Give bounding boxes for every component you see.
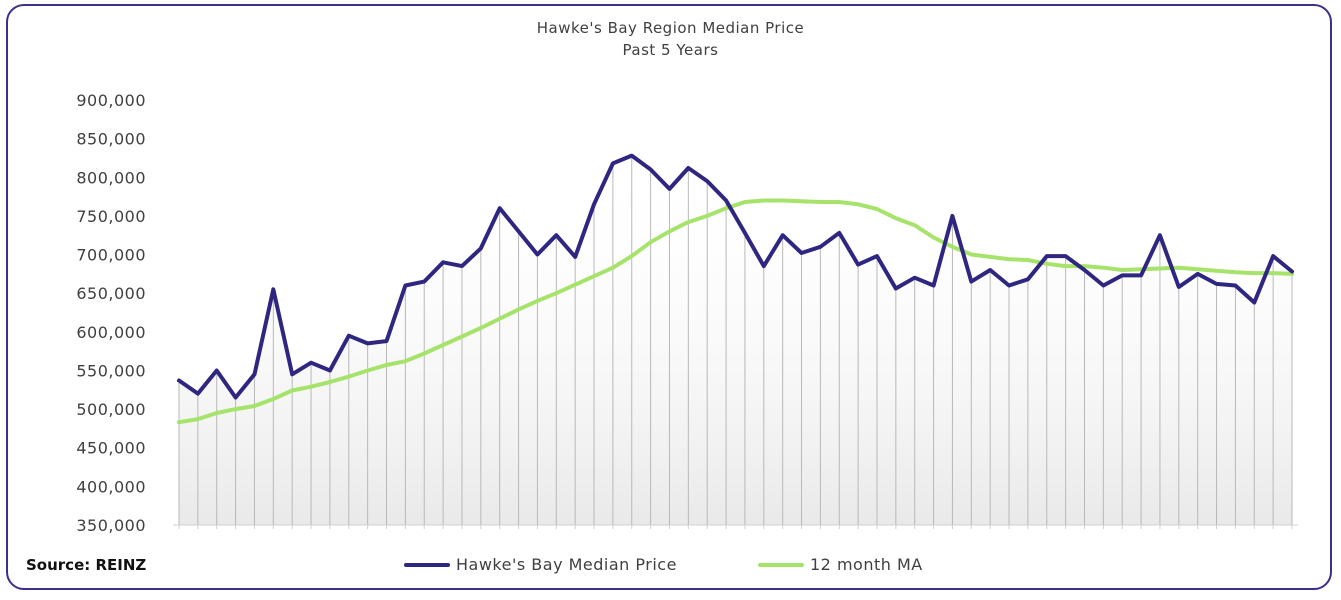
y-tick-label: 850,000	[76, 130, 146, 149]
y-tick-label: 650,000	[76, 284, 146, 303]
series-line-ma	[177, 198, 1294, 425]
source-label: Source: REINZ	[26, 556, 147, 574]
median-area-fill	[179, 155, 1292, 525]
y-tick-label: 900,000	[76, 91, 146, 110]
y-tick-label: 750,000	[76, 207, 146, 226]
legend-item-ma: 12 month MA	[758, 555, 923, 574]
y-tick-label: 350,000	[76, 516, 146, 535]
chart-subtitle: Past 5 Years	[622, 41, 719, 59]
legend-label-median: Hawke's Bay Median Price	[456, 555, 677, 574]
plot-area-fill	[179, 155, 1292, 525]
month-gridlines	[178, 155, 1293, 525]
y-tick-label: 500,000	[76, 400, 146, 419]
legend-label-ma: 12 month MA	[810, 555, 923, 574]
y-axis: 350,000 400,000 450,000 500,000 550,000 600,0…	[76, 91, 1298, 535]
y-tick-label: 700,000	[76, 246, 146, 265]
series-lines	[177, 153, 1294, 425]
y-tick-label: 600,000	[76, 323, 146, 342]
chart-title-block: Hawke's Bay Region Median Price Past 5 Y…	[0, 17, 1341, 61]
legend-swatch-ma	[758, 562, 804, 567]
chart-title: Hawke's Bay Region Median Price	[536, 19, 805, 37]
y-tick-label: 400,000	[76, 477, 146, 496]
y-tick-label: 450,000	[76, 439, 146, 458]
y-tick-label: 800,000	[76, 168, 146, 187]
y-tick-label: 550,000	[76, 361, 146, 380]
legend-swatch-median	[404, 562, 450, 567]
legend-item-median: Hawke's Bay Median Price	[404, 555, 677, 574]
series-line-median	[177, 153, 1294, 400]
